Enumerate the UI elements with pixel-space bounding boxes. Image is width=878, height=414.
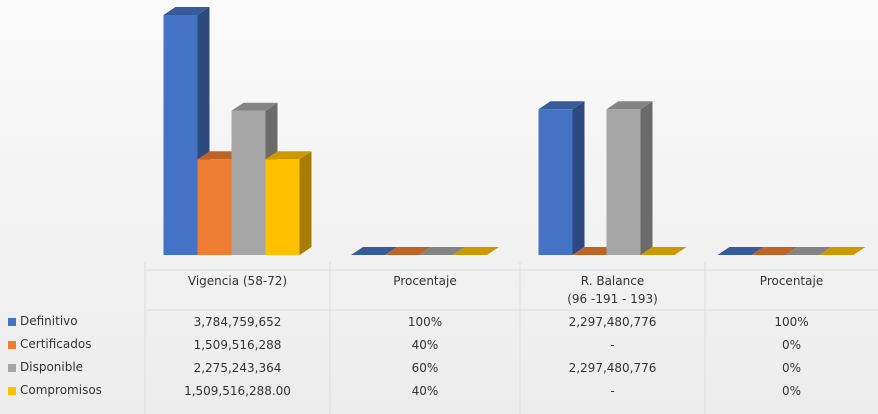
bar-face — [163, 15, 198, 255]
bar — [751, 247, 798, 255]
data-label: 0% — [781, 361, 802, 375]
legend-label: Compromisos — [20, 383, 102, 397]
data-label: 1,509,516,288.00 — [184, 384, 291, 398]
bar-face — [351, 247, 397, 255]
data-label: - — [610, 338, 615, 352]
data-label: 2,275,243,364 — [193, 361, 282, 375]
data-label: 100% — [774, 315, 809, 329]
legend-label: Certificados — [20, 337, 92, 351]
legend-label: Definitivo — [20, 314, 78, 328]
bar — [453, 247, 499, 255]
data-label: 3,784,759,652 — [193, 315, 282, 329]
bar — [419, 247, 465, 255]
bar-face — [163, 7, 210, 15]
bar-face — [538, 101, 585, 110]
legend-swatch — [8, 387, 16, 395]
bar-face — [572, 101, 585, 256]
bar-face — [717, 247, 764, 255]
data-label: 100% — [407, 315, 443, 329]
legend-label: Disponible — [20, 360, 84, 374]
bar-face — [231, 102, 278, 111]
bar — [785, 247, 832, 255]
bar — [717, 247, 764, 255]
category-label: Procentaje — [393, 274, 457, 288]
data-label: 0% — [781, 338, 802, 352]
data-label: 40% — [411, 384, 439, 398]
bar-face — [265, 151, 312, 160]
bar-face — [640, 247, 687, 255]
bar-face — [785, 247, 832, 255]
category-label: Procentaje — [759, 274, 824, 288]
category-label: Vigencia (58-72) — [187, 274, 288, 288]
bar-face — [538, 109, 573, 256]
category-label: R. Balance (96 -191 - 193) — [567, 274, 658, 306]
bar-face — [419, 247, 465, 255]
legend-swatch — [8, 341, 16, 349]
bar — [351, 247, 397, 255]
bar — [385, 247, 431, 255]
bar — [163, 7, 210, 255]
bar-face — [453, 247, 499, 255]
bar-face — [751, 247, 798, 255]
data-label: - — [610, 384, 615, 398]
bar-face — [231, 110, 266, 255]
bar — [606, 101, 653, 256]
bar — [640, 247, 687, 255]
data-label: 1,509,516,288 — [193, 338, 282, 352]
bar-face — [606, 101, 653, 110]
bar-face — [606, 109, 641, 256]
bar-face — [197, 159, 232, 255]
data-label: 2,297,480,776 — [568, 315, 657, 329]
bar — [819, 247, 866, 255]
bar-face — [265, 159, 300, 255]
bar-face — [385, 247, 431, 255]
data-label: 40% — [411, 338, 439, 352]
bar-face — [819, 247, 866, 255]
legend-swatch — [8, 318, 16, 326]
data-label: 2,297,480,776 — [568, 361, 657, 375]
legend-swatch — [8, 364, 16, 372]
bar — [265, 151, 312, 255]
bar-face — [640, 101, 653, 256]
data-label: 60% — [411, 361, 439, 375]
bar — [538, 101, 585, 256]
bar-face — [299, 151, 312, 255]
data-label: 0% — [781, 384, 802, 398]
